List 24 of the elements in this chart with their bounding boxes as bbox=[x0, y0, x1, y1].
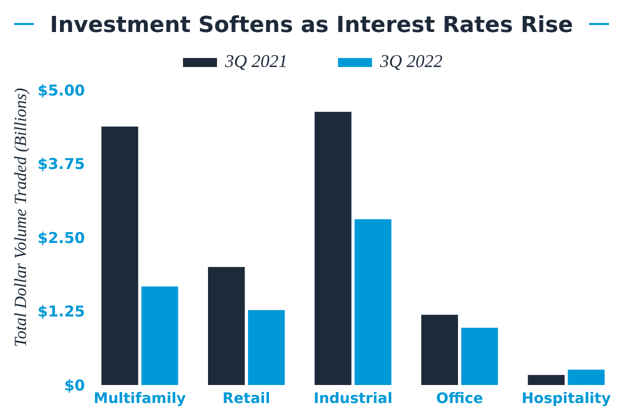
bar bbox=[528, 374, 565, 385]
chart-title: Investment Softens as Interest Rates Rise bbox=[50, 13, 574, 38]
bar bbox=[248, 310, 285, 385]
y-tick-label: $0 bbox=[64, 376, 85, 394]
y-tick-label: $5.00 bbox=[38, 81, 85, 100]
y-tick-label: $3.75 bbox=[38, 155, 85, 173]
x-tick-label: Industrial bbox=[314, 391, 392, 407]
y-axis-title: Total Dollar Volume Traded (Billions) bbox=[11, 88, 30, 348]
bar bbox=[421, 314, 458, 385]
bar bbox=[461, 328, 498, 385]
x-tick-label: Retail bbox=[222, 391, 270, 407]
y-tick-label: $1.25 bbox=[38, 302, 85, 320]
legend-label: 3Q 2022 bbox=[379, 51, 442, 71]
x-tick-label: Hospitality bbox=[522, 391, 612, 407]
x-tick-label: Multifamily bbox=[94, 391, 186, 407]
bar bbox=[101, 126, 138, 385]
bar bbox=[141, 286, 178, 385]
bar bbox=[314, 112, 352, 385]
legend-label: 3Q 2021 bbox=[224, 51, 288, 71]
bar bbox=[568, 370, 605, 385]
y-tick-label: $2.50 bbox=[38, 228, 85, 247]
x-tick-label: Office bbox=[436, 391, 484, 407]
bar bbox=[208, 267, 245, 385]
bar bbox=[354, 219, 392, 385]
